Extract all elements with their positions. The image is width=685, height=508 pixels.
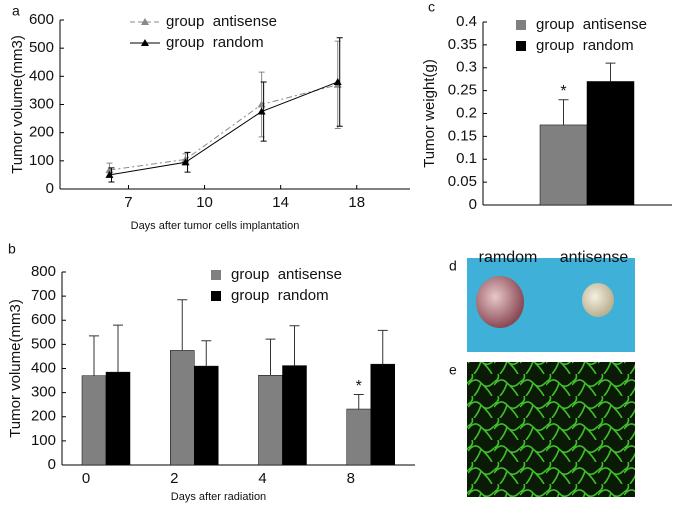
x-tick-label: 18 (348, 194, 365, 211)
y-tick-label: 0.15 (448, 127, 477, 144)
y-tick-label: 0 (469, 196, 477, 213)
image-caption: antisense (560, 249, 629, 266)
error-bar (89, 335, 99, 376)
panel-label: d (449, 258, 457, 274)
y-tick-label: 600 (29, 11, 54, 28)
y-tick-label: 100 (29, 152, 54, 169)
legend-label: group antisense (166, 13, 277, 30)
bar (194, 365, 219, 466)
y-tick-label: 0.25 (448, 82, 477, 99)
image-caption: ramdom (479, 249, 538, 266)
series-line (109, 84, 338, 171)
panel-label: b (8, 241, 16, 257)
bar (258, 375, 283, 466)
series-line (109, 81, 338, 176)
y-tick-label: 0.3 (456, 59, 477, 76)
y-tick-label: 200 (29, 124, 54, 141)
y-tick-label: 0.1 (456, 150, 477, 167)
legend-label: group antisense (536, 16, 647, 33)
legend-marker (141, 39, 149, 46)
x-axis-label: Days after radiation (171, 491, 266, 503)
y-tick-label: 0.2 (456, 104, 477, 121)
legend-label: group random (536, 37, 634, 54)
bar (282, 365, 307, 466)
x-tick-label: 4 (258, 470, 266, 487)
error-bar (377, 329, 388, 365)
point (181, 158, 190, 166)
annotation: * (560, 83, 566, 100)
tumor-antisense (582, 283, 614, 317)
y-tick-label: 0.05 (448, 173, 477, 190)
x-tick-label: 8 (347, 470, 355, 487)
photo-e (467, 362, 635, 497)
y-tick-label: 300 (31, 384, 56, 401)
x-tick-label: 10 (196, 194, 213, 211)
error-bar (289, 325, 300, 366)
y-tick-label: 0 (48, 456, 56, 473)
legend-swatch (516, 41, 526, 51)
error-bar (201, 340, 212, 367)
y-tick-label: 0.4 (456, 13, 477, 30)
tumor-random (476, 276, 524, 328)
legend-swatch (211, 291, 221, 301)
y-tick-label: 500 (29, 39, 54, 56)
y-tick-label: 300 (29, 95, 54, 112)
bar (539, 124, 588, 206)
legend-swatch (516, 20, 526, 30)
y-tick-label: 800 (31, 263, 56, 280)
y-tick-label: 700 (31, 287, 56, 304)
y-axis-label: Tumor volume(mm3) (9, 35, 26, 174)
annotation: * (356, 378, 362, 395)
x-tick-label: 7 (124, 194, 132, 211)
x-tick-label: 14 (272, 194, 289, 211)
y-axis-label: Tumor weight(g) (421, 59, 438, 168)
y-tick-label: 600 (31, 311, 56, 328)
error-bar (265, 338, 276, 376)
y-tick-label: 500 (31, 335, 56, 352)
bar (105, 371, 131, 466)
y-axis-label: Tumor volume(mm3) (7, 299, 24, 438)
bar (170, 350, 195, 466)
panel-label: c (428, 0, 435, 15)
error-bar (113, 324, 123, 373)
point (257, 107, 266, 115)
y-tick-label: 200 (31, 408, 56, 425)
legend-swatch (211, 270, 221, 280)
y-tick-label: 400 (31, 359, 56, 376)
y-tick-label: 400 (29, 67, 54, 84)
legend-label: group random (166, 34, 264, 51)
legend-label: group antisense (231, 266, 342, 283)
error-bar (558, 99, 569, 125)
bar (81, 375, 107, 466)
point (105, 170, 114, 178)
y-tick-label: 0 (46, 180, 54, 197)
y-tick-label: 100 (31, 432, 56, 449)
x-axis-label: Days after tumor cells implantation (131, 220, 300, 232)
y-tick-label: 0.35 (448, 36, 477, 53)
error-bar (605, 62, 616, 82)
error-bar (353, 394, 364, 410)
panel-label: e (449, 362, 457, 378)
bar (370, 363, 395, 466)
bar (346, 408, 371, 466)
bar (586, 81, 635, 206)
x-tick-label: 2 (170, 470, 178, 487)
legend-label: group random (231, 287, 329, 304)
panel-label: a (12, 3, 20, 19)
x-tick-label: 0 (82, 470, 90, 487)
point (333, 77, 342, 85)
error-bar (177, 299, 188, 351)
legend-marker (141, 18, 149, 25)
